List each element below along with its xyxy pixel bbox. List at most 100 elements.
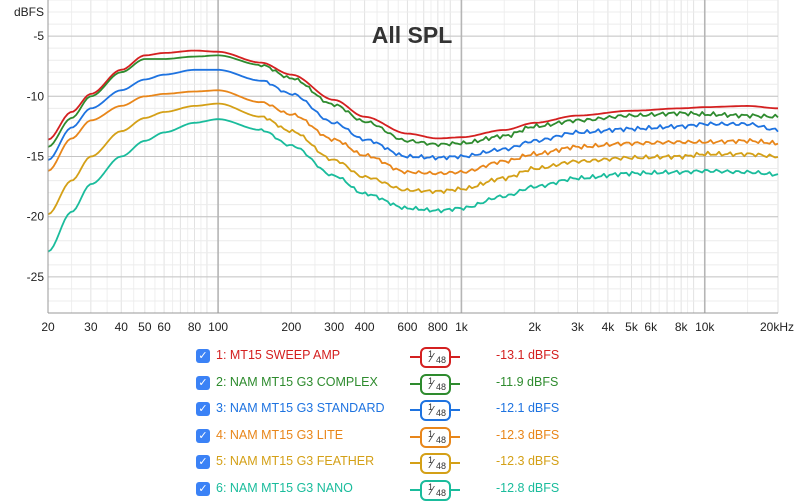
y-tick-label: -25 xyxy=(27,270,45,284)
smoothing-denominator: 48 xyxy=(436,355,447,365)
legend-row-1: ✓ 1: MT15 SWEEP AMP 1 ⁄ 48 -13.1 dBFS xyxy=(196,347,616,368)
series-layer xyxy=(47,49,779,253)
chart-title: All SPL xyxy=(372,22,453,48)
smoothing-selector[interactable]: 1 ⁄ 48 xyxy=(410,479,460,501)
legend-line-swatch xyxy=(450,435,460,438)
x-tick-label: 3k xyxy=(571,320,585,334)
x-tick-label: 8k xyxy=(675,320,689,334)
fraction-slash-icon: ⁄ xyxy=(431,376,434,392)
x-tick-label: 5k xyxy=(625,320,639,334)
x-tick-label: 800 xyxy=(428,320,448,334)
legend-line-swatch xyxy=(410,462,420,464)
x-tick-label: 1k xyxy=(455,320,469,334)
legend-row-3: ✓ 3: NAM MT15 G3 STANDARD 1 ⁄ 48 -12.1 dBFS xyxy=(196,400,616,421)
smoothing-selector[interactable]: 1 ⁄ 48 xyxy=(410,400,460,421)
smoothing-numerator: 1 xyxy=(428,481,434,492)
smoothing-denominator: 48 xyxy=(436,461,447,471)
smoothing-denominator: 48 xyxy=(436,408,447,418)
smoothing-selector[interactable]: 1 ⁄ 48 xyxy=(410,426,460,448)
smoothing-pill: 1 ⁄ 48 xyxy=(420,373,451,395)
x-tick-label: 50 xyxy=(138,320,152,334)
chart: -5 -10 -15 -20 -25 20 30 40 50 60 80 100 200 300 400 6… xyxy=(14,0,794,334)
legend-checkbox[interactable]: ✓ xyxy=(196,375,210,390)
x-tick-label: 200 xyxy=(281,320,301,334)
smoothing-denominator: 48 xyxy=(436,487,447,498)
smoothing-pill: 1 ⁄ 48 xyxy=(420,453,451,474)
legend-checkbox[interactable]: ✓ xyxy=(196,402,210,416)
smoothing-pill: 1 ⁄ 48 xyxy=(420,426,451,448)
x-tick-label: 4k xyxy=(602,320,616,334)
x-tick-label: 600 xyxy=(397,320,417,334)
legend-line-swatch xyxy=(450,462,460,464)
smoothing-denominator: 48 xyxy=(436,434,447,445)
legend-label: 3: NAM MT15 G3 STANDARD xyxy=(216,401,385,415)
x-tick-label: 80 xyxy=(188,320,202,334)
x-tick-label: 20kHz xyxy=(760,320,794,334)
x-tick-label: 30 xyxy=(84,320,98,334)
x-tick-label: 60 xyxy=(157,320,171,334)
smoothing-pill: 1 ⁄ 48 xyxy=(420,400,451,421)
legend-checkbox[interactable]: ✓ xyxy=(196,428,210,443)
series-line-1 xyxy=(47,49,778,141)
smoothing-numerator: 1 xyxy=(428,402,434,412)
series-line-3 xyxy=(47,68,779,161)
smoothing-selector[interactable]: 1 ⁄ 48 xyxy=(410,373,460,395)
series-line-6 xyxy=(47,118,779,253)
fraction-slash-icon: ⁄ xyxy=(431,456,434,471)
x-tick-label: 10k xyxy=(695,320,715,334)
fraction-slash-icon: ⁄ xyxy=(431,403,434,418)
legend-row-5: ✓ 5: NAM MT15 G3 FEATHER 1 ⁄ 48 -12.3 dBFS xyxy=(196,453,616,474)
legend-line-swatch xyxy=(410,435,420,438)
legend-line-swatch xyxy=(410,356,420,358)
smoothing-selector[interactable]: 1 ⁄ 48 xyxy=(410,453,460,474)
legend-line-swatch xyxy=(450,488,460,491)
x-tick-label: 20 xyxy=(41,320,55,334)
legend-checkbox[interactable]: ✓ xyxy=(196,481,210,496)
x-tick-label: 300 xyxy=(324,320,344,334)
x-tick-label: 6k xyxy=(644,320,658,334)
x-tick-label: 400 xyxy=(355,320,375,334)
x-tick-label: 40 xyxy=(115,320,129,334)
legend-value: -12.1 dBFS xyxy=(496,401,560,415)
series-line-4 xyxy=(47,89,779,176)
legend-value: -12.8 dBFS xyxy=(496,480,560,495)
y-axis-label: dBFS xyxy=(14,5,44,19)
y-tick-label: -5 xyxy=(33,29,44,43)
x-tick-label: 100 xyxy=(208,320,228,334)
legend-line-swatch xyxy=(410,488,420,491)
smoothing-numerator: 1 xyxy=(428,428,434,439)
legend-label: 4: NAM MT15 G3 LITE xyxy=(216,427,344,442)
fraction-slash-icon: ⁄ xyxy=(431,350,434,365)
legend-label: 1: MT15 SWEEP AMP xyxy=(216,348,341,362)
legend-label: 2: NAM MT15 G3 COMPLEX xyxy=(216,374,378,389)
smoothing-numerator: 1 xyxy=(428,349,434,359)
legend-line-swatch xyxy=(410,382,420,385)
smoothing-numerator: 1 xyxy=(428,455,434,465)
legend-row-4: ✓ 4: NAM MT15 G3 LITE 1 ⁄ 48 -12.3 dBFS xyxy=(196,426,616,448)
legend-value: -12.3 dBFS xyxy=(496,427,560,442)
x-tick-label: 2k xyxy=(528,320,542,334)
series-line-5 xyxy=(47,102,779,216)
legend-label: 5: NAM MT15 G3 FEATHER xyxy=(216,454,375,468)
smoothing-numerator: 1 xyxy=(428,375,434,386)
smoothing-denominator: 48 xyxy=(436,381,447,392)
legend-value: -11.9 dBFS xyxy=(496,374,559,389)
legend-checkbox[interactable]: ✓ xyxy=(196,349,210,363)
y-tick-labels: -5 -10 -15 -20 -25 xyxy=(27,29,45,284)
x-tick-labels: 20 30 40 50 60 80 100 200 300 400 600 800 1k 2k 3k 4k 5k… xyxy=(41,320,794,334)
smoothing-pill: 1 ⁄ 48 xyxy=(420,479,451,501)
legend-row-2: ✓ 2: NAM MT15 G3 COMPLEX 1 ⁄ 48 -11.9 dBFS xyxy=(196,373,616,395)
fraction-slash-icon: ⁄ xyxy=(431,429,434,445)
smoothing-pill: 1 ⁄ 48 xyxy=(420,347,451,368)
legend-value: -13.1 dBFS xyxy=(496,348,560,362)
legend-line-swatch xyxy=(450,382,460,385)
y-tick-label: -20 xyxy=(27,210,45,224)
y-tick-label: -15 xyxy=(27,150,45,164)
legend-label: 6: NAM MT15 G3 NANO xyxy=(216,480,353,495)
legend-checkbox[interactable]: ✓ xyxy=(196,455,210,469)
smoothing-selector[interactable]: 1 ⁄ 48 xyxy=(410,347,460,368)
legend-value: -12.3 dBFS xyxy=(496,454,560,468)
series-line-2 xyxy=(47,54,779,148)
legend-line-swatch xyxy=(410,409,420,411)
